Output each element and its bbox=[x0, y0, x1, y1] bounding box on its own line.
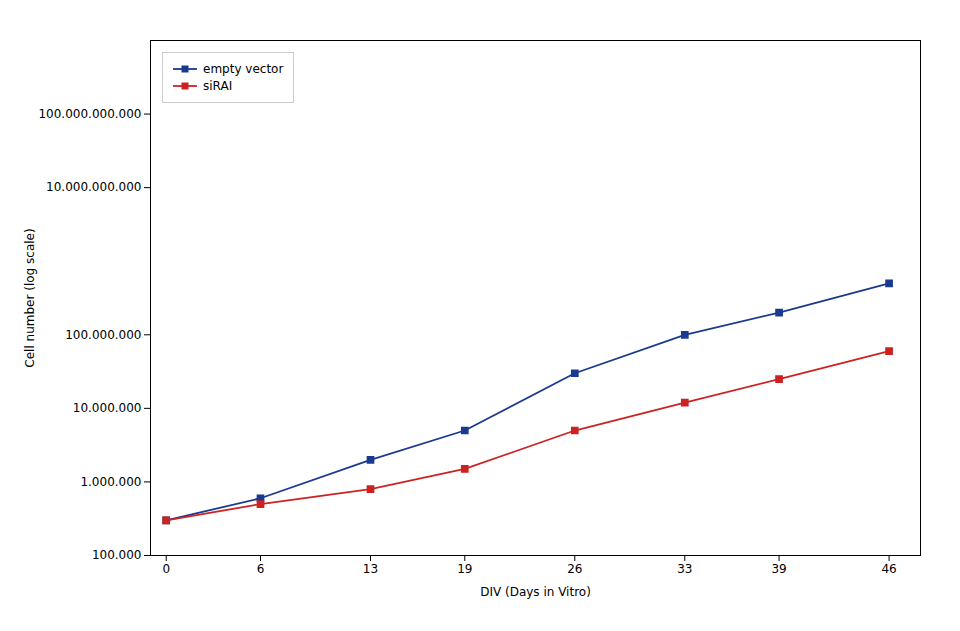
svg-text:100.000.000: 100.000.000 bbox=[65, 328, 141, 342]
svg-text:33: 33 bbox=[677, 562, 692, 576]
svg-text:0: 0 bbox=[162, 562, 170, 576]
svg-text:DIV (Days in Vitro): DIV (Days in Vitro) bbox=[480, 585, 591, 599]
svg-text:26: 26 bbox=[567, 562, 582, 576]
svg-text:Cell number (log scale): Cell number (log scale) bbox=[23, 228, 37, 367]
svg-text:10.000.000: 10.000.000 bbox=[73, 401, 142, 415]
svg-text:10.000.000.000: 10.000.000.000 bbox=[46, 180, 141, 194]
html-text:siRAI: siRAI bbox=[203, 79, 233, 93]
svg-text:46: 46 bbox=[881, 562, 896, 576]
svg-text:13: 13 bbox=[363, 562, 378, 576]
svg-text:1.000.000: 1.000.000 bbox=[80, 475, 141, 489]
svg-text:19: 19 bbox=[457, 562, 472, 576]
svg-text:100.000: 100.000 bbox=[92, 548, 142, 562]
html-text:empty vector: empty vector bbox=[203, 62, 284, 76]
svg-text:6: 6 bbox=[257, 562, 265, 576]
svg-text:39: 39 bbox=[771, 562, 786, 576]
svg-text:100.000.000.000: 100.000.000.000 bbox=[38, 107, 141, 121]
